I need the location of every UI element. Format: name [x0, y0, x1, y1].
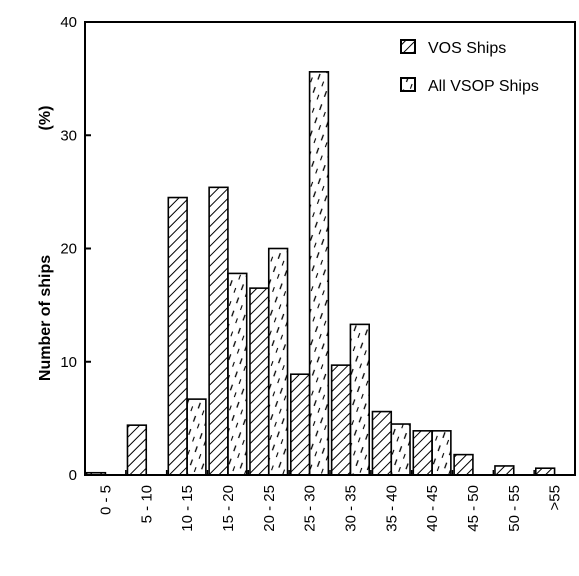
- bar-vos-10: [494, 465, 515, 476]
- x-tick-label: 20 - 25: [261, 485, 278, 532]
- bar-vsop-5: [308, 71, 330, 476]
- x-tick-label: 30 - 35: [342, 485, 359, 532]
- bar-vos-4: [249, 287, 270, 476]
- legend-label-vsop: All VSOP Ships: [428, 78, 539, 95]
- x-tick-label: 25 - 30: [302, 485, 319, 532]
- bar-vos-0: [85, 471, 107, 476]
- x-tick-label: 50 - 55: [506, 485, 523, 532]
- bar-vsop-4: [267, 247, 289, 476]
- bar-vos-9: [453, 453, 474, 476]
- bar-vsop-3: [227, 272, 248, 476]
- bar-vos-2: [167, 196, 188, 476]
- bar-vsop-7: [390, 423, 411, 476]
- legend: VOS Ships All VSOP Ships: [400, 39, 539, 95]
- y-tick-label: 30: [60, 127, 77, 144]
- y-tick-label: 20: [60, 241, 77, 258]
- x-tick-label: 35 - 40: [383, 485, 400, 532]
- x-axis-tick-labels: 0 - 5 5 - 10 10 - 15 15 - 20 20 - 25 25 - 30 3…: [97, 470, 576, 532]
- y-tick-label: 40: [60, 14, 77, 31]
- bar-vos-5: [289, 373, 311, 476]
- bars-layer: [85, 71, 556, 476]
- bar-vsop-8: [431, 430, 452, 476]
- bar-vos-3: [208, 186, 229, 476]
- x-tick-label: 10 - 15: [179, 485, 196, 532]
- bar-vsop-2: [186, 398, 207, 476]
- legend-item-vsop: All VSOP Ships: [400, 77, 539, 95]
- bar-vsop-6: [349, 323, 370, 476]
- legend-swatch-vos: [400, 39, 416, 54]
- y-tick-label: 10: [60, 354, 77, 371]
- x-tick-label: 5 - 10: [138, 485, 155, 523]
- bar-vos-1: [126, 424, 148, 476]
- legend-item-vos: VOS Ships: [400, 39, 506, 57]
- bar-vos-7: [371, 410, 393, 476]
- bar-vos-6: [330, 364, 352, 476]
- y-axis-unit: (%): [37, 106, 54, 131]
- x-tick-label: 40 - 45: [424, 485, 441, 532]
- y-tick-label: 0: [69, 467, 77, 484]
- bar-vos-11: [534, 467, 556, 476]
- y-axis-title: Number of ships: [37, 255, 54, 381]
- y-axis-ticks: 0 10 20 30 40: [60, 14, 91, 484]
- legend-swatch-vsop: [400, 77, 416, 92]
- bar-vos-8: [412, 430, 433, 476]
- legend-label-vos: VOS Ships: [428, 40, 506, 57]
- x-tick-label: 0 - 5: [97, 485, 114, 515]
- x-tick-label: >55: [547, 485, 564, 510]
- x-tick-label: 45 - 50: [465, 485, 482, 532]
- x-tick-label: 15 - 20: [220, 485, 237, 532]
